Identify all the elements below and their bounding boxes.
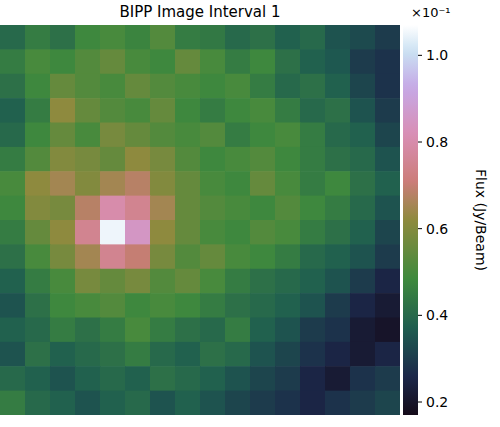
- html-text:BIPP Image Interval 1: BIPP Image Interval 1: [119, 3, 281, 21]
- svg-text:0.6: 0.6: [426, 221, 448, 237]
- svg-text:0.4: 0.4: [426, 307, 448, 323]
- svg-text:1.0: 1.0: [426, 47, 448, 63]
- svg-text:0.2: 0.2: [426, 394, 448, 410]
- svg-text:0.8: 0.8: [426, 134, 448, 150]
- svg-text:×10⁻¹: ×10⁻¹: [411, 5, 451, 20]
- svg-text:Flux (Jy/Beam): Flux (Jy/Beam): [473, 169, 489, 271]
